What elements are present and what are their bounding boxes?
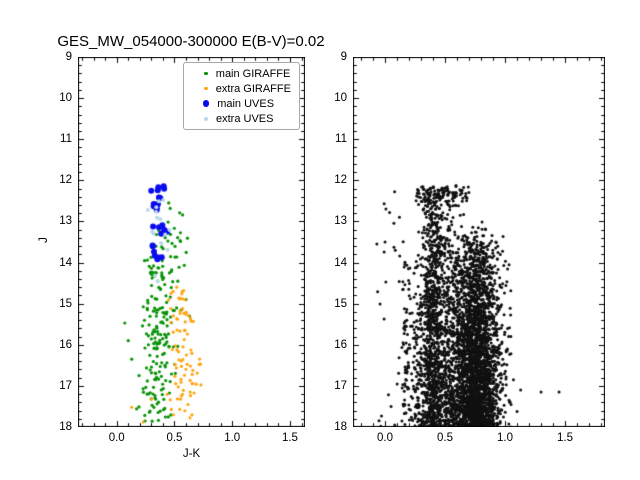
y-tick-label: 12 (334, 174, 347, 187)
y-tick-label: 18 (334, 421, 347, 433)
x-tick-label: 1.0 (224, 432, 241, 444)
legend-item: extra UVES (184, 111, 299, 126)
x-tick-label: 0.5 (437, 432, 454, 444)
y-tick-label: 14 (334, 256, 347, 269)
x-tick-label: 0.0 (377, 432, 394, 444)
x-tick-label: 1.5 (281, 432, 298, 444)
legend: main GIRAFFE extra GIRAFFE main UVES extra … (183, 62, 300, 130)
y-tick-label: 14 (59, 256, 72, 269)
legend-item: main UVES (184, 96, 299, 111)
figure-title: GES_MW_054000-300000 E(B-V)=0.02 (57, 33, 325, 50)
legend-item: main GIRAFFE (184, 66, 299, 81)
y-tick-label: 18 (59, 421, 72, 433)
legend-item-label: main UVES (217, 97, 275, 110)
legend-item-label: extra UVES (216, 112, 274, 125)
y-tick-label: 15 (59, 297, 72, 310)
y-tick-label: 13 (334, 215, 347, 228)
x-axis-label: J-K (182, 448, 201, 460)
legend-marker-icon (204, 86, 208, 91)
legend-item: extra GIRAFFE (184, 81, 299, 96)
y-tick-label: 12 (59, 174, 72, 187)
y-tick-label: 16 (334, 338, 347, 351)
x-tick-label: 1.0 (497, 432, 514, 444)
y-tick-label: 9 (65, 51, 72, 63)
y-tick-label: 15 (334, 297, 347, 310)
x-tick-label: 1.5 (557, 432, 574, 444)
legend-marker-icon (204, 71, 208, 76)
y-tick-label: 11 (60, 133, 72, 146)
right-panel: 0.0 0.5 1.0 1.5 9 10 11 12 13 14 15 16 17 18 (334, 51, 605, 444)
legend-marker-icon (204, 116, 208, 121)
y-tick-label: 11 (335, 133, 347, 146)
legend-item-label: extra GIRAFFE (215, 82, 291, 95)
y-tick-label: 16 (59, 338, 72, 351)
x-tick-label: 0.0 (108, 432, 125, 444)
y-tick-label: 9 (340, 51, 347, 63)
y-tick-label: 10 (59, 92, 72, 105)
y-tick-label: 17 (334, 379, 347, 392)
legend-item-label: main GIRAFFE (215, 67, 291, 80)
right-panel-canvas (353, 57, 605, 427)
x-tick-label: 0.5 (166, 432, 183, 444)
y-axis-label: J (38, 237, 50, 243)
y-tick-label: 17 (59, 379, 72, 392)
legend-marker-icon (202, 100, 210, 107)
y-tick-label: 10 (334, 92, 347, 105)
y-tick-label: 13 (59, 215, 72, 228)
